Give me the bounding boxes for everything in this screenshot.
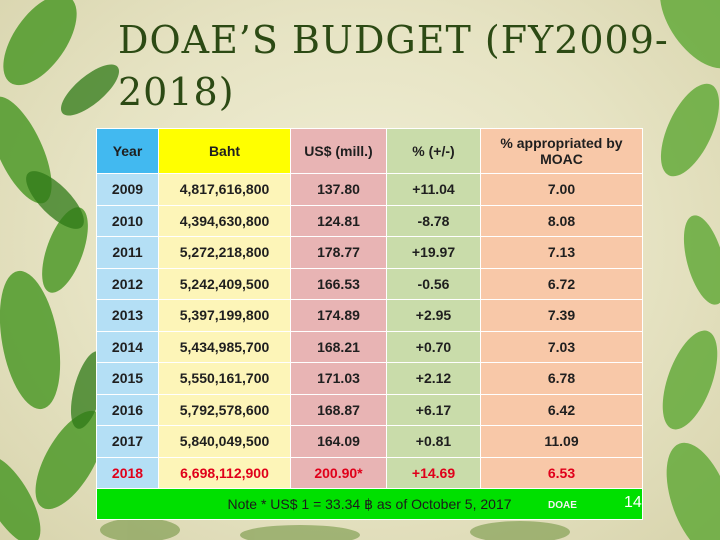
cell-pct: +6.17 (387, 394, 481, 426)
cell-usd: 200.90* (291, 457, 387, 489)
table-header-row: Year Baht US$ (mill.) % (+/-) % appropri… (97, 129, 643, 174)
header-pct: % (+/-) (387, 129, 481, 174)
footer-label: DOAE (548, 500, 577, 511)
cell-pct: -0.56 (387, 268, 481, 300)
cell-year: 2009 (97, 174, 159, 206)
cell-pct: +0.70 (387, 331, 481, 363)
table-row: 2012 5,242,409,500 166.53 -0.56 6.72 (97, 268, 643, 300)
header-moac: % appropriated by MOAC (481, 129, 643, 174)
cell-moac: 7.13 (481, 237, 643, 269)
cell-usd: 174.89 (291, 300, 387, 332)
cell-baht: 4,817,616,800 (159, 174, 291, 206)
table-row: 2017 5,840,049,500 164.09 +0.81 11.09 (97, 426, 643, 458)
table-row: 2016 5,792,578,600 168.87 +6.17 6.42 (97, 394, 643, 426)
cell-year: 2017 (97, 426, 159, 458)
cell-baht: 5,272,218,800 (159, 237, 291, 269)
cell-baht: 4,394,630,800 (159, 205, 291, 237)
table-row: 2010 4,394,630,800 124.81 -8.78 8.08 (97, 205, 643, 237)
header-year: Year (97, 129, 159, 174)
header-usd: US$ (mill.) (291, 129, 387, 174)
cell-pct: +14.69 (387, 457, 481, 489)
cell-moac: 7.00 (481, 174, 643, 206)
cell-baht: 5,434,985,700 (159, 331, 291, 363)
cell-usd: 124.81 (291, 205, 387, 237)
cell-pct: +2.12 (387, 363, 481, 395)
cell-pct: +2.95 (387, 300, 481, 332)
cell-year: 2010 (97, 205, 159, 237)
cell-moac: 6.78 (481, 363, 643, 395)
cell-year: 2012 (97, 268, 159, 300)
slide-title: DOAE’S BUDGET (FY2009- 2018) (118, 14, 678, 118)
header-baht: Baht (159, 129, 291, 174)
cell-baht: 5,242,409,500 (159, 268, 291, 300)
table-row-highlighted: 2018 6,698,112,900 200.90* +14.69 6.53 (97, 457, 643, 489)
title-line-1: DOAE’S BUDGET (FY2009- (118, 14, 678, 66)
cell-pct: +0.81 (387, 426, 481, 458)
title-line-2: 2018) (118, 66, 678, 118)
cell-year: 2018 (97, 457, 159, 489)
cell-baht: 5,840,049,500 (159, 426, 291, 458)
cell-year: 2015 (97, 363, 159, 395)
cell-moac: 7.03 (481, 331, 643, 363)
cell-pct: -8.78 (387, 205, 481, 237)
cell-baht: 5,397,199,800 (159, 300, 291, 332)
cell-usd: 166.53 (291, 268, 387, 300)
cell-year: 2011 (97, 237, 159, 269)
cell-year: 2016 (97, 394, 159, 426)
cell-moac: 8.08 (481, 205, 643, 237)
cell-usd: 164.09 (291, 426, 387, 458)
cell-moac: 6.72 (481, 268, 643, 300)
budget-table: Year Baht US$ (mill.) % (+/-) % appropri… (96, 128, 642, 506)
table-row: 2013 5,397,199,800 174.89 +2.95 7.39 (97, 300, 643, 332)
cell-moac: 7.39 (481, 300, 643, 332)
page-number: 14 (624, 494, 642, 512)
cell-year: 2014 (97, 331, 159, 363)
table-row: 2015 5,550,161,700 171.03 +2.12 6.78 (97, 363, 643, 395)
cell-pct: +19.97 (387, 237, 481, 269)
cell-pct: +11.04 (387, 174, 481, 206)
cell-usd: 171.03 (291, 363, 387, 395)
cell-usd: 168.21 (291, 331, 387, 363)
cell-moac: 6.53 (481, 457, 643, 489)
cell-moac: 6.42 (481, 394, 643, 426)
cell-baht: 5,792,578,600 (159, 394, 291, 426)
cell-usd: 137.80 (291, 174, 387, 206)
cell-usd: 178.77 (291, 237, 387, 269)
table-row: 2014 5,434,985,700 168.21 +0.70 7.03 (97, 331, 643, 363)
table-row: 2009 4,817,616,800 137.80 +11.04 7.00 (97, 174, 643, 206)
cell-baht: 6,698,112,900 (159, 457, 291, 489)
table-row: 2011 5,272,218,800 178.77 +19.97 7.13 (97, 237, 643, 269)
cell-baht: 5,550,161,700 (159, 363, 291, 395)
cell-usd: 168.87 (291, 394, 387, 426)
cell-moac: 11.09 (481, 426, 643, 458)
cell-year: 2013 (97, 300, 159, 332)
